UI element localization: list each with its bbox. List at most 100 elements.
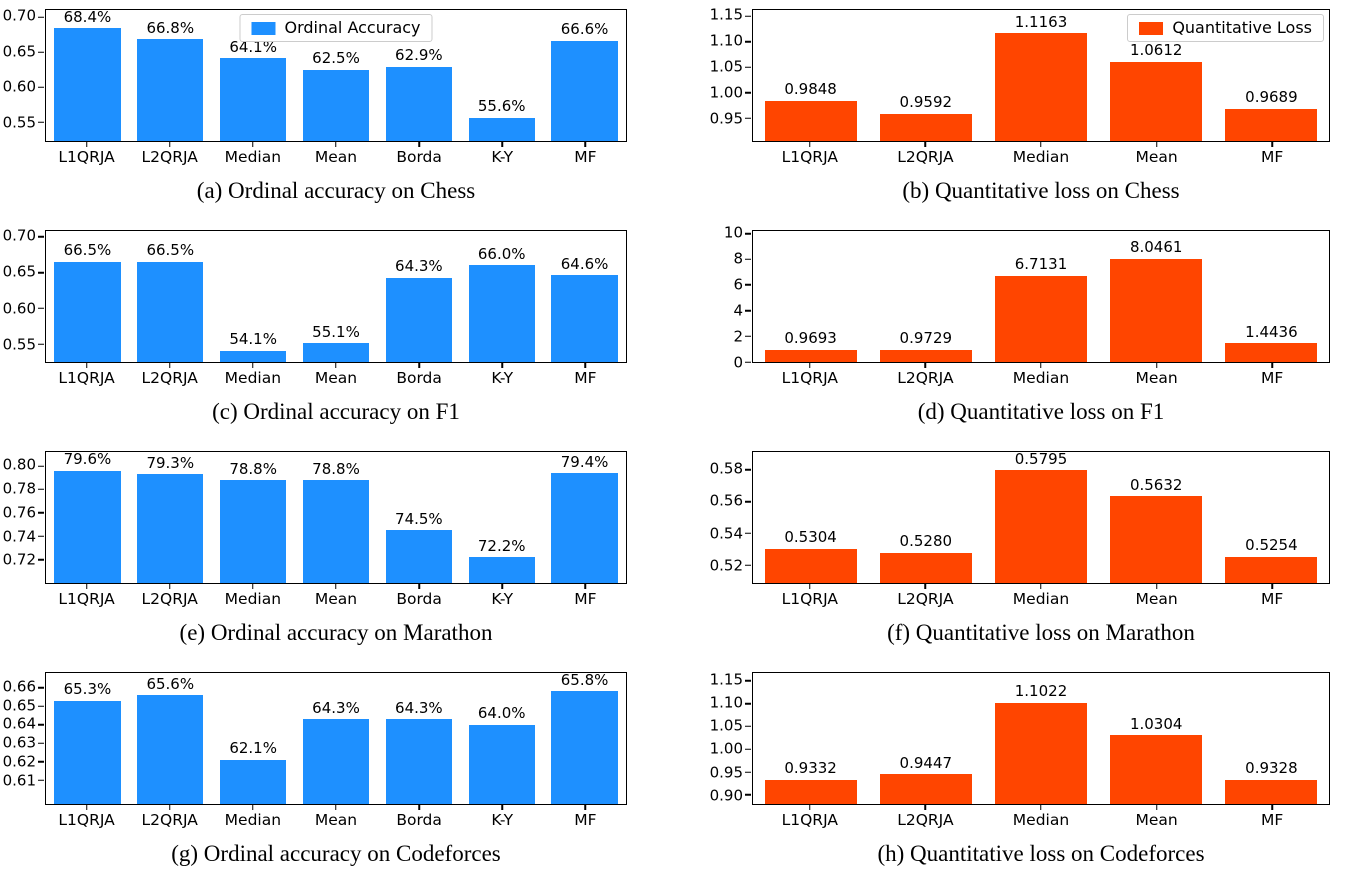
x-tick-label: Mean (1099, 363, 1215, 390)
bar-l1qrja (764, 779, 857, 804)
y-tick-label: 1.15 (709, 5, 743, 24)
x-tick-label: L2QRJA (128, 584, 211, 611)
plot-right-margin (627, 805, 674, 832)
bar-k-y (468, 265, 535, 362)
y-tick-mark (745, 258, 751, 261)
bar-slot: 66.0% (460, 231, 543, 362)
y-tick-label: 1.10 (709, 693, 743, 712)
y-tick-label: 1.05 (709, 57, 743, 76)
plot-area: 66.5% 66.5% 54.1% 55.1% 64.3% 66.0% 64.6% (38, 230, 627, 363)
x-tick-label: Borda (378, 363, 461, 390)
bar-slot: 65.8% (543, 672, 626, 804)
bar-slot: 66.5% (129, 231, 212, 362)
bar-value-label: 1.0612 (1129, 41, 1183, 60)
y-axis-spacer (674, 584, 752, 611)
chart-a-ordinal-accuracy-chess: 0.55 0.60 0.65 0.70 68.4% 66.8% 64.1% 62.5% 62.… (0, 2, 674, 223)
y-tick-mark (745, 500, 751, 503)
chart-e-ordinal-accuracy-marathon: 0.72 0.74 0.76 0.78 0.80 79.6% 79.3% 78.8% 78.8… (0, 444, 674, 665)
y-tick-label: 0.65 (2, 262, 36, 281)
bar-slot: 0.5254 (1214, 452, 1329, 583)
y-tick-mark (745, 702, 751, 705)
bar-value-label: 0.5254 (1245, 536, 1298, 555)
bar-l1qrja (54, 470, 121, 583)
x-axis-labels: L1QRJA L2QRJA Median Mean MF (752, 584, 1330, 611)
bar-slot: 72.2% (460, 452, 543, 583)
y-tick-label: 1.15 (709, 670, 743, 689)
x-tick-label: MF (544, 363, 627, 390)
bar-slot: 79.4% (543, 452, 626, 583)
bar-value-label: 64.0% (477, 704, 526, 723)
x-tick-label: L1QRJA (752, 805, 868, 832)
bar-slot: 64.1% (212, 10, 295, 141)
x-tick-label: Mean (1099, 805, 1215, 832)
y-tick-label: 0.58 (709, 459, 743, 478)
y-tick-label: 1.00 (709, 83, 743, 102)
bar-value-label: 66.5% (63, 241, 112, 260)
bar-value-label: 0.9689 (1245, 88, 1298, 107)
bar-value-label: 68.4% (63, 7, 112, 26)
y-tick-label: 0.61 (2, 771, 36, 790)
bar-l1qrja (54, 261, 121, 362)
x-tick-label: Mean (1099, 142, 1215, 169)
bar-value-label: 6.7131 (1014, 255, 1068, 274)
y-tick-mark (745, 771, 751, 773)
bar-borda (385, 530, 452, 583)
y-tick-label: 0.65 (2, 42, 36, 61)
bar-value-label: 64.6% (560, 254, 609, 273)
y-tick-mark (745, 680, 751, 682)
plot-area: 79.6% 79.3% 78.8% 78.8% 74.5% 72.2% 79.4% (38, 451, 627, 584)
plot-area: 68.4% 66.8% 64.1% 62.5% 62.9% 55.6% 66.6% Ordin… (38, 9, 627, 142)
plot-right-margin (1330, 363, 1348, 390)
y-axis: 0.61 0.62 0.63 0.64 0.65 0.66 (0, 672, 45, 805)
x-tick-label: MF (1214, 805, 1330, 832)
y-tick-mark (38, 705, 44, 707)
y-tick-label: 1.05 (709, 716, 743, 735)
y-tick-label: 0.70 (2, 226, 36, 245)
x-axis-labels: L1QRJA L2QRJA Median Mean Borda K-Y MF (45, 142, 627, 169)
y-tick-mark (38, 723, 44, 726)
bar-l2qrja (879, 113, 972, 141)
x-tick-label: L2QRJA (868, 584, 984, 611)
y-tick-mark (745, 66, 751, 69)
x-tick-label: Median (983, 805, 1099, 832)
chart-d-quantitative-loss-f1: 0 2 4 6 8 10 0.9693 0.9729 6.7131 8.0461 1.4436 L… (674, 223, 1348, 444)
y-tick-mark (38, 51, 44, 53)
bar-median (220, 350, 287, 362)
chart-caption: (g) Ordinal accuracy on Codeforces (171, 841, 501, 866)
y-tick-label: 0.78 (2, 479, 36, 498)
y-axis-spacer (0, 142, 45, 169)
bar-value-label: 65.3% (63, 680, 112, 699)
bar-value-label: 78.8% (312, 459, 360, 478)
bar-value-label: 64.1% (229, 37, 277, 56)
y-tick-label: 0.64 (2, 714, 36, 733)
bar-l2qrja (137, 39, 204, 141)
legend-label: Quantitative Loss (1172, 18, 1312, 37)
bar-borda (385, 719, 452, 804)
legend: Ordinal Accuracy (239, 14, 433, 42)
bar-value-label: 0.5304 (784, 528, 837, 547)
bar-mean (302, 343, 370, 362)
bar-median (994, 275, 1088, 362)
y-axis: 0.52 0.54 0.56 0.58 (674, 451, 752, 584)
x-axis-labels: L1QRJA L2QRJA Median Mean MF (752, 142, 1330, 169)
bar-value-label: 62.1% (229, 739, 277, 758)
bar-value-label: 78.8% (229, 459, 277, 478)
x-tick-label: L2QRJA (128, 363, 211, 390)
bar-slot: 0.9447 (868, 673, 983, 804)
bar-slot: 1.1163 (983, 10, 1098, 141)
bar-l1qrja (54, 700, 121, 804)
x-tick-label: Borda (378, 805, 461, 832)
bar-value-label: 64.3% (395, 257, 443, 276)
y-tick-mark (38, 760, 44, 763)
x-tick-label: L2QRJA (128, 142, 211, 169)
bar-median (220, 58, 287, 141)
chart-caption: (e) Ordinal accuracy on Marathon (179, 620, 493, 645)
bar-slot: 79.3% (129, 452, 212, 583)
y-tick-mark (745, 284, 751, 286)
bar-value-label: 62.9% (395, 46, 443, 65)
y-tick-label: 8 (733, 249, 743, 268)
bar-slot: 1.0304 (1099, 673, 1214, 804)
bar-mean (302, 69, 370, 141)
bar-slot: 0.5280 (868, 452, 983, 583)
